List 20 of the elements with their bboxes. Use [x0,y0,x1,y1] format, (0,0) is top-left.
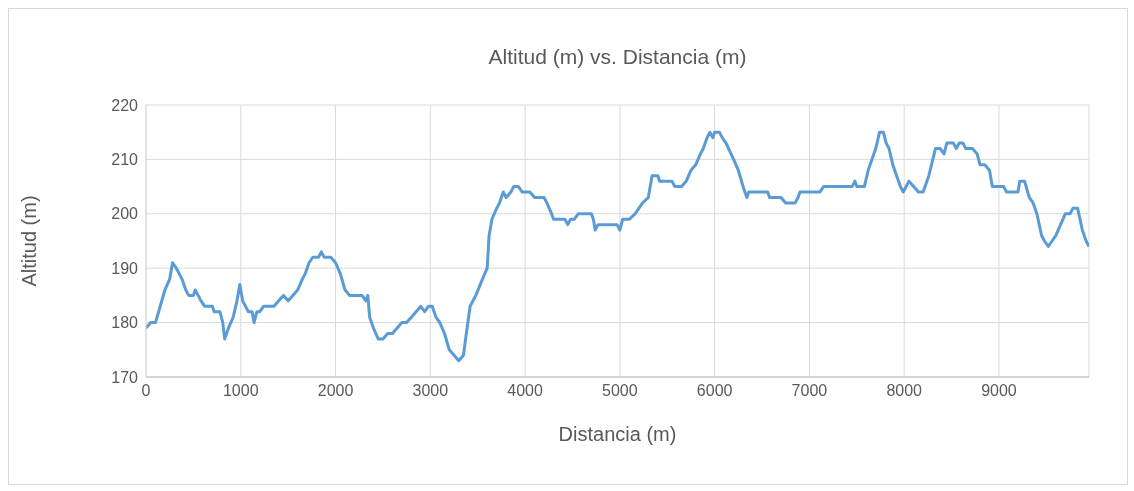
y-tick-label: 190 [111,259,139,277]
x-tick-label: 6000 [696,382,733,400]
line-series [146,130,1089,363]
y-tick-label: 200 [111,205,139,223]
x-tick-label: 5000 [602,382,638,400]
x-tick-label: 2000 [317,382,354,400]
x-tick-label: 8000 [886,382,923,400]
x-tick-label: 7000 [791,382,828,400]
x-tick-label: 4000 [507,382,543,400]
y-tick-label: 170 [111,368,139,386]
y-tick-label: 220 [111,96,139,114]
x-tick-label: 1000 [222,382,259,400]
y-tick-label: 180 [111,314,139,332]
y-tick-label: 210 [111,151,139,169]
y-axis-title: Altitud (m) [18,195,41,287]
x-tick-label: 3000 [412,382,449,400]
x-tick-label: 9000 [981,382,1017,400]
x-axis-title: Distancia (m) [558,423,677,445]
x-tick-label: 0 [141,382,151,400]
chart-title: Altitud (m) vs. Distancia (m) [487,45,748,69]
